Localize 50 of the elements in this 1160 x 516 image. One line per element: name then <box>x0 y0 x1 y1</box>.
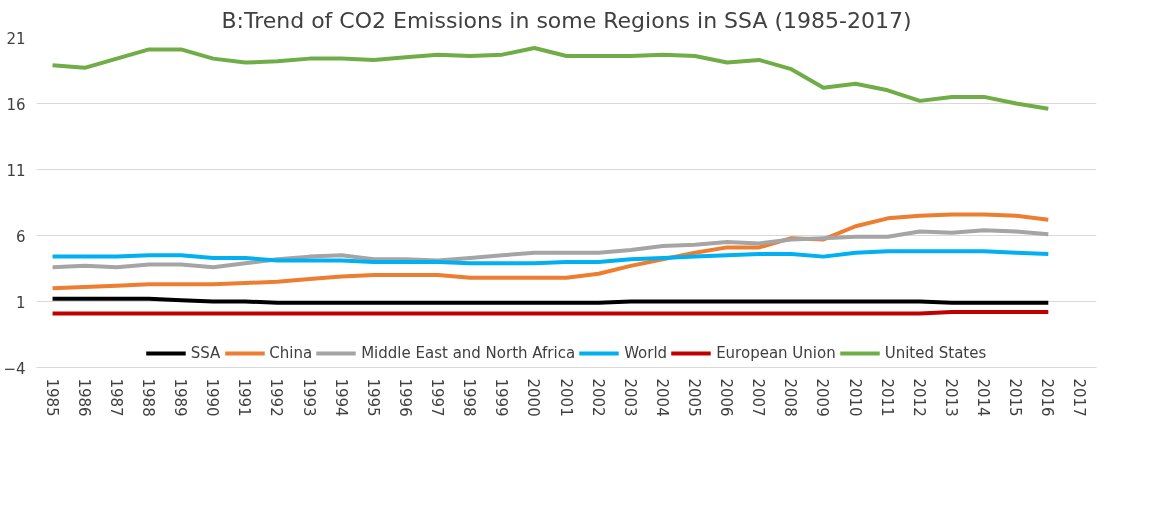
x-tick-label: 2002 <box>588 378 607 417</box>
x-tick-label: 1998 <box>460 378 479 417</box>
x-tick-label: 2008 <box>781 378 800 417</box>
x-tick-label: 2006 <box>717 378 736 417</box>
line-series <box>50 46 1051 111</box>
legend-label: SSA <box>190 344 221 362</box>
x-tick-label: 1991 <box>235 378 254 417</box>
x-tick-label: 2003 <box>620 378 639 417</box>
x-tick-label: 1988 <box>138 378 157 417</box>
legend-label: World <box>624 344 668 362</box>
line-series <box>50 228 1051 270</box>
x-tick-label: 2015 <box>1006 378 1025 417</box>
x-tick-label: 2014 <box>974 378 993 417</box>
x-tick-label: 1990 <box>203 378 222 417</box>
x-tick-label: 2016 <box>1038 378 1057 417</box>
line-series <box>50 212 1051 291</box>
x-tick-label: 2012 <box>909 378 928 417</box>
y-tick-label: 11 <box>6 161 26 180</box>
x-tick-label: 2001 <box>556 378 575 417</box>
chart-title: B:Trend of CO2 Emissions in some Regions in SSA (1985-2017) <box>221 7 912 33</box>
x-tick-label: 1999 <box>492 378 511 417</box>
x-tick-label: 1986 <box>74 378 93 417</box>
legend-label: China <box>269 344 313 362</box>
y-tick-label: 1 <box>15 293 26 312</box>
x-tick-label: 2011 <box>877 378 896 417</box>
x-tick-label: 1996 <box>395 378 414 417</box>
y-tick-label: 21 <box>6 29 26 48</box>
y-tick-label: 6 <box>15 227 26 246</box>
x-tick-label: 2000 <box>524 378 543 417</box>
x-tick-label: 2004 <box>652 378 671 417</box>
x-tick-label: 1985 <box>42 378 61 417</box>
x-tick-label: 2017 <box>1070 378 1089 417</box>
line-series <box>50 249 1051 266</box>
x-tick-label: 1989 <box>171 378 190 417</box>
x-tick-label: 1987 <box>106 378 125 417</box>
x-tick-label: 1997 <box>428 378 447 417</box>
x-tick-label: 2007 <box>749 378 768 417</box>
x-tick-label: 2010 <box>845 378 864 417</box>
y-tick-label: −4 <box>3 359 26 378</box>
x-tick-label: 2005 <box>684 378 703 417</box>
x-tick-label: 1994 <box>331 378 350 417</box>
legend-label: United States <box>884 344 987 362</box>
y-tick-label: 16 <box>6 95 26 114</box>
x-tick-label: 2009 <box>813 378 832 417</box>
x-tick-label: 1993 <box>299 378 318 417</box>
x-tick-label: 1992 <box>267 378 286 417</box>
x-tick-label: 2013 <box>941 378 960 417</box>
x-tick-label: 1995 <box>363 378 382 417</box>
legend-label: Middle East and North Africa <box>361 344 576 362</box>
legend-label: European Union <box>716 344 836 362</box>
